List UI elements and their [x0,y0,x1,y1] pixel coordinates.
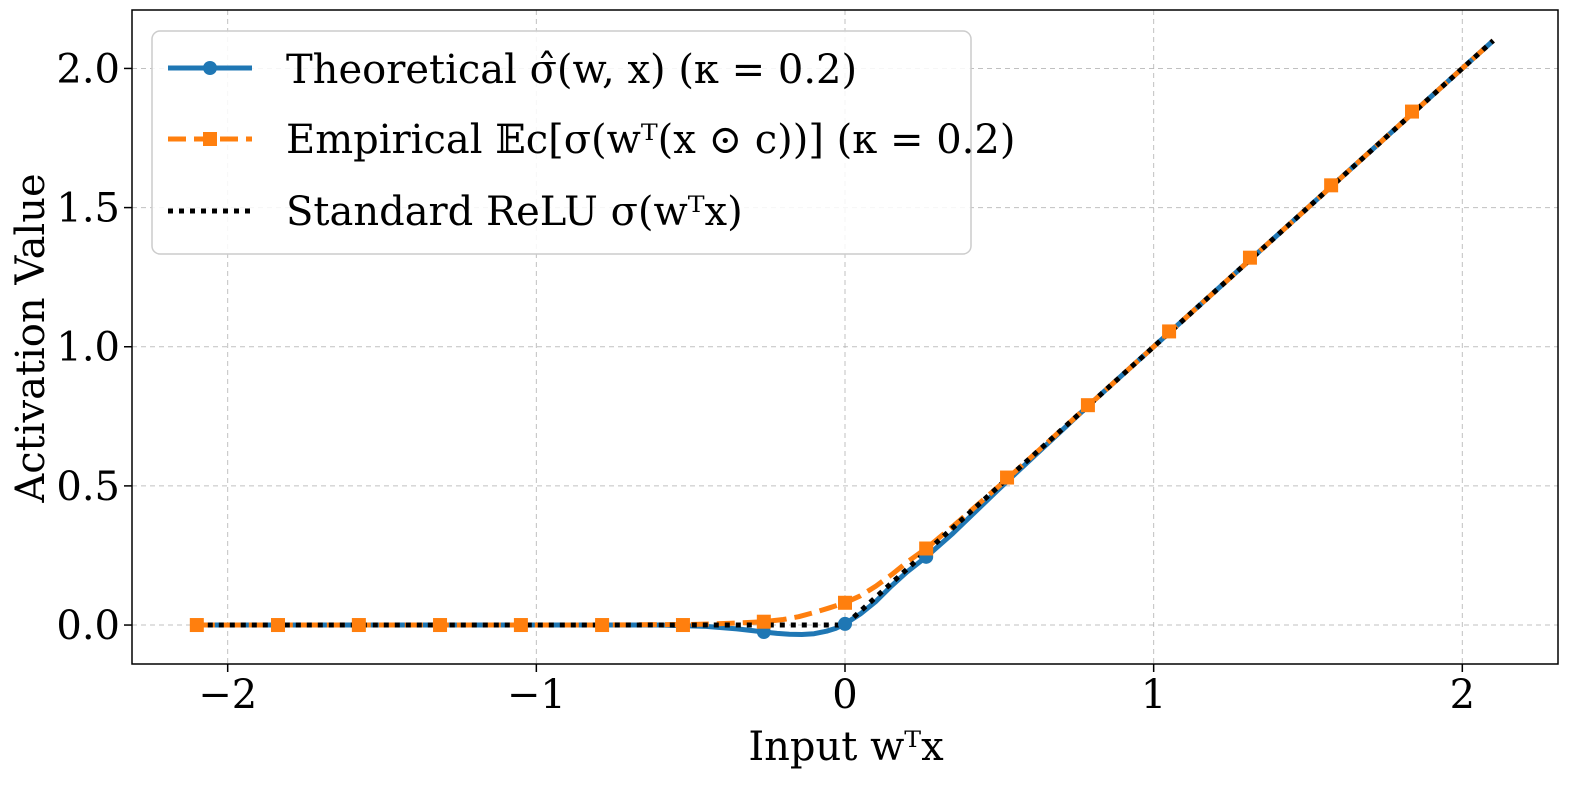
series-layer [189,38,1495,639]
series-point-empirical [1000,470,1015,485]
legend-box [151,30,972,255]
y-tick-label: 1.5 [56,186,120,232]
series-point-empirical [838,595,852,610]
series-point-theoretical [838,616,852,631]
series-point-empirical [433,618,448,633]
legend-label-theoretical: Theoretical σ̂(w, x) (κ = 0.2) [286,47,857,93]
y-tick-label: 2.0 [56,46,120,92]
series-point-empirical [1162,324,1177,339]
x-axis-label: Input wᵀx [748,724,944,770]
legend-entry-theoretical: Theoretical σ̂(w, x) (κ = 0.2) [168,47,857,93]
series-point-empirical [1242,250,1257,265]
y-axis-label: Activation Value [8,173,54,503]
y-tick-label: 1.0 [56,325,120,371]
legend-entry-relu: Standard ReLU σ(wᵀx) [168,189,743,235]
series-point-empirical [675,618,690,633]
series-point-empirical [919,541,934,556]
legend: Theoretical σ̂(w, x) (κ = 0.2) Empirical… [151,30,1015,255]
x-tick-label: 1 [1141,672,1166,718]
x-tick-label: 0 [832,672,857,718]
legend-label-relu: Standard ReLU σ(wᵀx) [286,189,743,235]
series-point-empirical [756,614,771,629]
series-point-empirical [1080,398,1095,413]
legend-label-empirical: Empirical 𝔼c[σ(wᵀ(x ⊙ c))] (κ = 0.2) [286,117,1015,163]
legend-entry-empirical: Empirical 𝔼c[σ(wᵀ(x ⊙ c))] (κ = 0.2) [168,117,1015,163]
x-tick-label: −2 [198,672,257,718]
series-point-empirical [351,618,366,633]
series-point-empirical [1324,178,1339,193]
legend-marker-theoretical [203,61,217,75]
x-tick-label: 2 [1450,672,1475,718]
x-tick-label: −1 [507,672,566,718]
series-point-empirical [270,618,285,633]
series-point-empirical [595,618,610,633]
series-point-empirical [189,618,204,633]
series-point-empirical [1405,104,1420,119]
legend-marker-empirical [203,132,217,146]
axis-ticks: −2 −1 0 1 2 0.0 0.5 1.0 1.5 2.0 [56,46,1475,718]
series-point-empirical [513,618,528,633]
y-tick-label: 0.0 [56,603,120,649]
y-tick-label: 0.5 [56,464,120,510]
